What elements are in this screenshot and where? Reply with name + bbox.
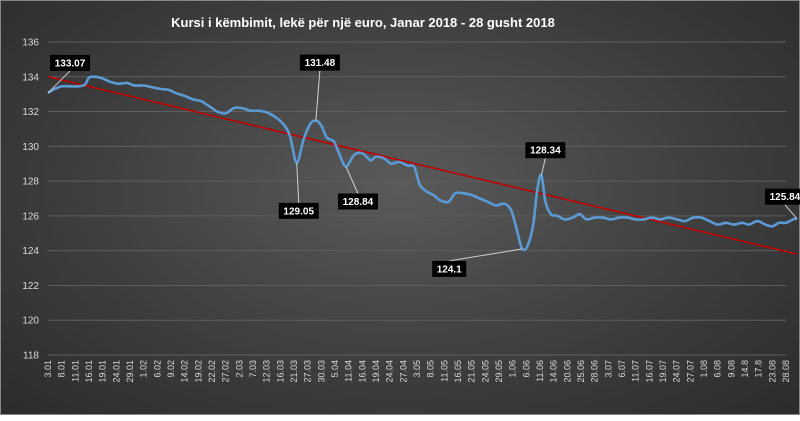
x-tick-label: 21.03 <box>289 360 299 383</box>
x-tick-label: 14.06 <box>549 360 559 383</box>
x-tick-label: 7.03 <box>248 360 258 378</box>
x-tick-label: 29.01 <box>125 360 135 383</box>
x-tick-label: 24.05 <box>480 360 490 383</box>
annotation-leader <box>345 166 359 194</box>
annotation-leader <box>449 248 523 262</box>
x-tick-label: 28.08 <box>781 360 791 383</box>
x-tick-label: 27.07 <box>685 360 695 383</box>
x-tick-label: 17.8 <box>754 360 764 378</box>
x-tick-label: 16.01 <box>84 360 94 383</box>
annotation-layer: 133.07 131.48 129.05 128.84 128.34 124.1 125.8… <box>47 54 800 277</box>
annotation-label: 128.34 <box>530 146 561 157</box>
annotation-box <box>50 54 90 71</box>
x-tick-label: 3.07 <box>603 360 613 378</box>
x-tick-label: 27.04 <box>398 360 408 383</box>
annotation-box <box>525 142 566 159</box>
annotation-label: 128.84 <box>343 197 374 208</box>
y-tick-label: 128 <box>22 177 39 188</box>
x-tick-label: 12.03 <box>262 360 272 383</box>
x-tick-label: 3.05 <box>412 360 422 378</box>
x-tick-label: 11.07 <box>631 360 641 382</box>
x-tick-label: 11.01 <box>70 360 80 382</box>
y-axis-ticks: 118 120 122 124 126 128 130 132 134 136 <box>22 38 39 362</box>
grid-layer <box>48 41 786 356</box>
x-tick-label: 1.06 <box>508 360 518 378</box>
x-tick-label: 19.02 <box>193 360 203 383</box>
series-line-0 <box>47 75 798 252</box>
annotation-label: 133.07 <box>55 58 86 69</box>
x-tick-label: 8.05 <box>426 360 436 378</box>
x-tick-label: 3.01 <box>43 360 53 378</box>
x-tick-label: 6.02 <box>152 360 162 378</box>
x-tick-label: 19.07 <box>658 360 668 383</box>
x-tick-label: 28.06 <box>590 360 600 383</box>
x-tick-label: 30.03 <box>316 360 326 383</box>
annotation-box <box>299 54 340 71</box>
x-axis-ticks: 3.01 8.01 11.01 16.01 19.01 24.01 29.01 1.02 6.0… <box>43 360 791 383</box>
x-tick-label: 9.02 <box>166 360 176 378</box>
x-tick-label: 14.8 <box>740 360 750 378</box>
annotation-label: 125.84 <box>770 192 800 203</box>
y-tick-label: 130 <box>22 142 39 153</box>
x-tick-label: 11.06 <box>535 360 545 382</box>
annotation-label: 131.48 <box>305 58 336 69</box>
y-tick-label: 126 <box>22 211 39 222</box>
y-tick-label: 134 <box>22 72 39 83</box>
annotation-box <box>432 260 467 277</box>
annotation-leader <box>315 70 321 121</box>
x-tick-label: 2.03 <box>234 360 244 378</box>
annotation-leader <box>540 158 546 176</box>
x-tick-label: 11.05 <box>439 360 449 382</box>
y-tick-label: 120 <box>22 316 39 327</box>
x-tick-label: 29.05 <box>494 360 504 383</box>
x-tick-label: 21.05 <box>467 360 477 383</box>
x-tick-label: 20.06 <box>562 360 572 383</box>
x-tick-label: 16.04 <box>357 360 367 383</box>
x-tick-label: 16.05 <box>453 360 463 383</box>
annotation-label: 129.05 <box>283 206 314 217</box>
x-tick-label: 8.01 <box>57 360 67 378</box>
trendline-layer <box>47 75 798 255</box>
x-tick-label: 24.04 <box>385 360 395 383</box>
x-tick-label: 25.06 <box>576 360 586 383</box>
annotation-leader <box>784 204 798 219</box>
x-tick-label: 14.02 <box>180 360 190 383</box>
annotation-leader <box>296 162 300 203</box>
x-tick-label: 27.03 <box>303 360 313 383</box>
annotation-box <box>337 193 378 210</box>
annotation-leader <box>47 70 71 94</box>
x-tick-label: 16.03 <box>275 360 285 383</box>
x-tick-label: 6.06 <box>521 360 531 378</box>
x-tick-label: 1.02 <box>139 360 149 378</box>
x-tick-label: 19.04 <box>371 360 381 383</box>
trendline <box>47 75 798 255</box>
y-tick-label: 122 <box>22 281 39 292</box>
x-tick-label: 1.08 <box>699 360 709 378</box>
x-tick-label: 5.04 <box>330 360 340 378</box>
y-tick-label: 124 <box>22 246 39 257</box>
x-tick-label: 19.01 <box>98 360 108 383</box>
y-tick-label: 132 <box>22 107 39 118</box>
annotation-box <box>764 188 800 205</box>
x-tick-label: 9.08 <box>726 360 736 378</box>
x-tick-label: 24.07 <box>672 360 682 383</box>
x-tick-label: 6.07 <box>617 360 627 378</box>
x-tick-label: 11.04 <box>344 360 354 382</box>
x-tick-label: 23.08 <box>767 360 777 383</box>
series-layer <box>47 75 798 252</box>
x-tick-label: 16.07 <box>644 360 654 383</box>
x-tick-label: 6.08 <box>713 360 723 378</box>
x-tick-label: 22.02 <box>207 360 217 383</box>
annotation-label: 124.1 <box>437 264 462 275</box>
x-tick-label: 27.02 <box>221 360 231 383</box>
x-tick-label: 24.01 <box>111 360 121 383</box>
chart-title: Kursi i këmbimit, lekë për një euro, Jan… <box>171 15 555 30</box>
y-tick-label: 136 <box>22 38 39 49</box>
annotation-box <box>278 202 319 219</box>
y-tick-label: 118 <box>23 351 39 362</box>
